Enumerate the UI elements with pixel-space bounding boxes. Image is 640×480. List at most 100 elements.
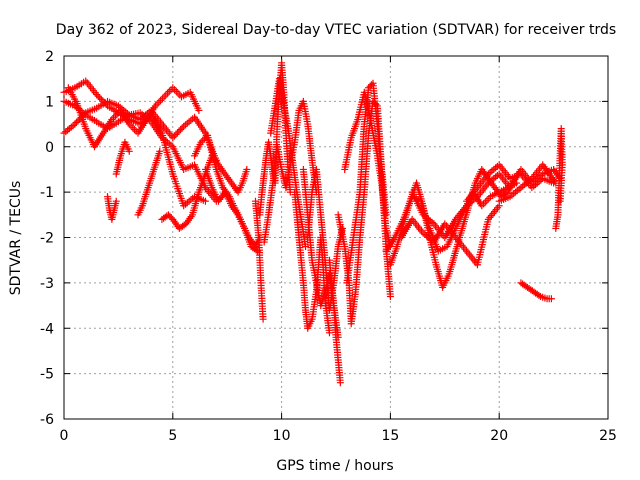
data-point-trail [313, 168, 324, 216]
data-point-trail [486, 204, 502, 221]
data-point-trail [213, 168, 226, 189]
data-point-trail [556, 164, 566, 203]
data-point-trail [440, 272, 452, 289]
data-point-trail [361, 132, 372, 194]
data-point [71, 120, 79, 128]
data-point-trail [222, 172, 234, 185]
data-point-trail [166, 212, 175, 222]
data-point-trail [192, 141, 204, 158]
data-point-trail [74, 102, 89, 130]
data-track [552, 125, 566, 232]
data-point [386, 292, 394, 300]
data-track [60, 97, 220, 164]
data-point-trail [298, 218, 309, 248]
data-point-trail [519, 280, 530, 290]
y-tick-label: -5 [40, 367, 54, 383]
data-point-trail [508, 185, 523, 199]
data-point-trail [304, 123, 316, 162]
data-point-trail [352, 236, 364, 293]
data-point-trail [540, 163, 552, 176]
data-point [112, 197, 120, 205]
data-point-trail [322, 300, 333, 334]
data-point-trail [177, 221, 188, 231]
data-point-trail [532, 289, 543, 299]
data-point-trail [374, 154, 385, 185]
y-tick-label: 1 [45, 94, 54, 110]
data-point-trail [474, 218, 492, 266]
data-point-trail [265, 182, 277, 216]
data-point-trail [335, 213, 348, 248]
data-point-trail [62, 98, 77, 109]
data-point-trail [343, 236, 357, 284]
x-tick-label: 5 [168, 428, 177, 444]
data-point-trail [305, 317, 315, 330]
data-point-trail [73, 78, 88, 90]
x-tick-label: 25 [599, 428, 617, 444]
data-point-trail [95, 99, 109, 111]
data-point-trail [170, 217, 182, 231]
data-point-trail [278, 61, 288, 94]
data-point [156, 147, 164, 155]
y-tick-label: -1 [40, 185, 54, 201]
y-tick-label: -6 [40, 412, 54, 428]
x-tick-label: 20 [490, 428, 508, 444]
x-axis-label: GPS time / hours [276, 458, 393, 474]
data-point-trail [160, 212, 171, 222]
data-track [112, 138, 133, 178]
data-point-trail [383, 235, 397, 253]
data-point-trail [249, 244, 260, 254]
data-point-trail [273, 91, 283, 126]
data-point-trail [530, 176, 545, 190]
data-track [495, 161, 560, 205]
data-point-trail [348, 118, 361, 139]
data-point [197, 138, 205, 146]
data-point-trail [62, 122, 77, 136]
data-point-trail [557, 127, 566, 166]
data-point-trail [525, 285, 536, 295]
data-point-trail [148, 120, 165, 140]
data-track [408, 165, 564, 241]
data-point-trail [92, 131, 106, 149]
data-point-trail [489, 189, 501, 199]
data-point-trail [128, 116, 142, 127]
data-point-trail [497, 163, 512, 181]
data-point [93, 91, 101, 99]
data-point-trail [170, 145, 187, 171]
data-point-trail [276, 77, 287, 107]
data-point-trail [106, 103, 120, 115]
data-point-trail [84, 112, 98, 124]
data-point-trail [182, 162, 196, 172]
data-point-trail [106, 98, 120, 109]
data-point-trail [541, 175, 555, 186]
data-point-trail [128, 112, 142, 123]
data-point-trail [530, 172, 545, 185]
data-point-trail [135, 118, 149, 135]
data-point-trail [252, 200, 262, 239]
data-point-trail [171, 86, 184, 99]
data-point-trail [317, 213, 329, 262]
data-point-trail [83, 79, 99, 97]
data-point-trail [400, 200, 413, 226]
data-point-trail [257, 282, 267, 321]
data-point-trail [442, 217, 458, 239]
data-point-trail [143, 177, 154, 194]
axis-ticks: 0 5 10 15 20 25 -6 -5 -4 -3 -2 -1 0 1 2 [40, 49, 617, 444]
y-tick-label: -3 [40, 276, 54, 292]
data-track [251, 197, 267, 323]
data-point-trail [446, 249, 459, 275]
chart-title: Day 362 of 2023, Sidereal Day-to-day VTE… [56, 22, 616, 38]
data-point-trail [413, 181, 426, 207]
data-point-trail [475, 172, 491, 190]
data-point-trail [356, 191, 368, 239]
data-point [195, 106, 203, 114]
data-point-trail [239, 168, 250, 185]
data-point [325, 329, 333, 337]
data-point-trail [235, 181, 245, 194]
data-point-trail [497, 185, 510, 195]
data-point-trail [189, 190, 202, 216]
data-point-trail [139, 190, 150, 207]
data-point-trail [304, 191, 316, 239]
y-tick-label: 2 [45, 49, 54, 65]
data-point [169, 134, 177, 142]
